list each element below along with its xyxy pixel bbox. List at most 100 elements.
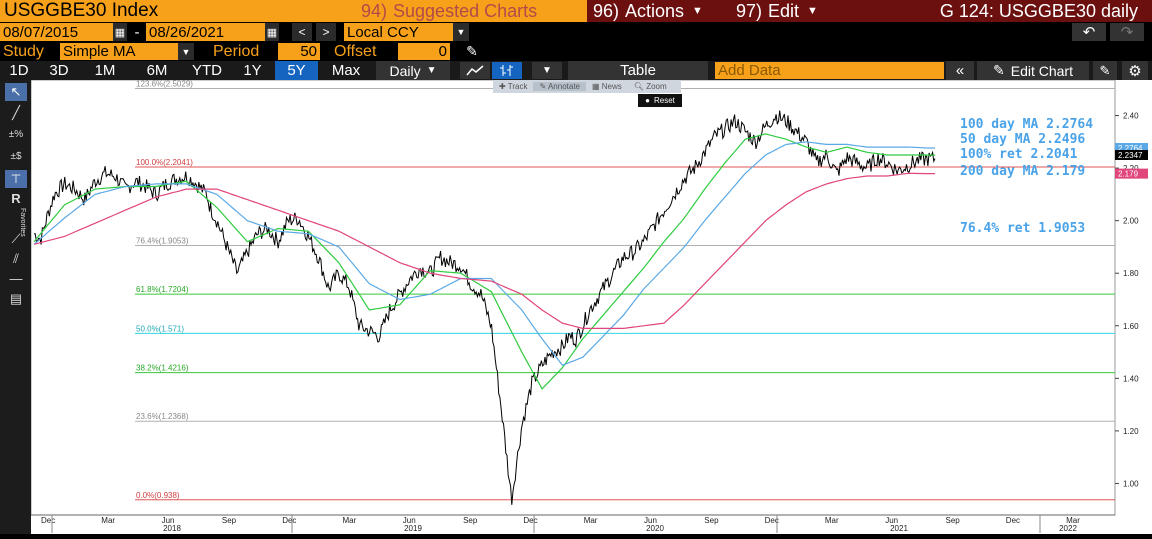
range-button-3d[interactable]: 3D <box>49 62 69 79</box>
pattern-tool-icon[interactable]: ▤ <box>9 291 23 306</box>
fib-label: 76.4%(1.9053) <box>136 237 189 246</box>
channel-tool-icon[interactable]: ⫽ <box>13 251 19 266</box>
prev-arrow-icon[interactable]: < <box>292 23 312 41</box>
horizontal-line-icon[interactable]: — <box>9 271 23 286</box>
gear-icon[interactable]: ⚙ <box>1122 61 1148 80</box>
ticker-field[interactable]: USGGBE30 Index <box>0 0 356 22</box>
undo-icon[interactable]: ↶ <box>1072 23 1106 41</box>
fib-label: 123.6%(2.5029) <box>136 80 193 88</box>
ray-tool-icon[interactable]: ⟋ <box>11 231 21 246</box>
annotation-text: 50 day MA 2.2496 <box>960 132 1085 147</box>
annotation-text: 100% ret 2.2041 <box>960 147 1078 162</box>
series-ma200 <box>33 172 935 329</box>
zoom-tab[interactable]: 🔍︎ Zoom <box>633 82 667 91</box>
actions-label: Actions <box>625 0 685 21</box>
chevron-down-icon[interactable]: ▼ <box>453 23 469 41</box>
y-tick-label: 2.00 <box>1123 217 1139 226</box>
range-button-6m[interactable]: 6M <box>146 62 168 79</box>
line-chart-icon[interactable] <box>460 62 490 79</box>
drawing-toolbar: ↖ ╱ ±% ±$ ⊤ R Favorites ⟋ ⫽ — ▤ <box>0 80 31 534</box>
edit-chart-button[interactable]: ✎ Edit Chart <box>977 61 1089 80</box>
period-input[interactable]: 50 <box>278 43 320 60</box>
fib-label: 61.8%(1.7204) <box>136 285 189 294</box>
redo-icon[interactable]: ↷ <box>1110 23 1144 41</box>
x-tick-label: Mar <box>1066 516 1080 525</box>
percent-tool-icon[interactable]: ±% <box>8 129 24 140</box>
annotate-tab[interactable]: ✎ Annotate <box>533 82 586 91</box>
table-button[interactable]: Table <box>568 61 708 80</box>
candlestick-icon[interactable] <box>492 62 522 79</box>
price-chart[interactable]: 123.6%(2.5029) 100.0%(2.2041) 76.4%(1.9053… <box>0 79 1152 534</box>
fibonacci-icon[interactable]: ⊤ <box>5 170 27 188</box>
range-button-1d[interactable]: 1D <box>9 62 29 79</box>
favorites-label: Favorites <box>19 208 26 237</box>
fib-label: 0.0%(0.938) <box>136 491 180 500</box>
y-tick-label: 2.20 <box>1123 164 1139 173</box>
annotation-text: 76.4% ret 1.9053 <box>960 221 1085 236</box>
study-select[interactable]: Simple MA <box>60 43 179 60</box>
track-label: Track <box>507 82 528 91</box>
pencil-icon[interactable]: ✎ <box>466 43 478 59</box>
x-tick-label: Mar <box>101 516 115 525</box>
x-tick-label: Mar <box>825 516 839 525</box>
x-tick-label: Sep <box>222 516 237 525</box>
annotate-icon[interactable]: ✎ <box>1093 61 1117 80</box>
cursor-icon[interactable]: ↖ <box>5 83 27 101</box>
year-label: 2021 <box>890 524 908 533</box>
chevron-down-icon: ▼ <box>692 5 703 17</box>
suggested-num: 94) <box>361 0 388 21</box>
calendar-icon[interactable]: ▦ <box>265 23 279 41</box>
annotate-label: Annotate <box>547 82 580 91</box>
x-tick-label: Dec <box>41 516 55 525</box>
chevron-down-icon[interactable]: ▼ <box>532 62 562 79</box>
dollar-tool-icon[interactable]: ±$ <box>10 151 22 162</box>
line-tool-icon[interactable]: ╱ <box>12 105 20 120</box>
next-arrow-icon[interactable]: > <box>316 23 336 41</box>
range-button-5y[interactable]: 5Y <box>275 61 318 80</box>
range-button-max[interactable]: Max <box>331 62 361 79</box>
price-tag-ma200 <box>1115 168 1148 179</box>
x-tick-label: Jun <box>403 516 416 525</box>
range-button-ytd[interactable]: YTD <box>192 62 222 79</box>
calendar-icon[interactable]: ▦ <box>113 23 127 41</box>
suggested-charts-menu[interactable]: 94) Suggested Charts <box>355 0 589 22</box>
chevron-down-icon: ▼ <box>807 5 818 17</box>
last-price-label: 2.2347 <box>1118 151 1143 160</box>
range-button-1y[interactable]: 1Y <box>243 62 262 79</box>
year-label: 2018 <box>163 524 181 533</box>
header-bar: USGGBE30 Index 94) Suggested Charts 96) … <box>0 0 1152 22</box>
year-label: 2019 <box>404 524 422 533</box>
edit-chart-label: Edit Chart <box>1010 62 1073 79</box>
period-label: Period <box>213 42 260 60</box>
collapse-icon[interactable]: « <box>946 61 974 80</box>
add-data-input[interactable]: Add Data <box>715 62 944 79</box>
frequency-select[interactable]: Daily ▼ <box>376 61 450 80</box>
suggested-label: Suggested Charts <box>393 0 538 21</box>
pencil-icon: ✎ <box>993 62 1005 78</box>
price-tag-ma100 <box>1115 143 1148 154</box>
y-tick-label: 1.40 <box>1123 374 1139 383</box>
actions-num: 96) <box>593 0 620 21</box>
end-date-input[interactable]: 08/26/2021 <box>146 23 267 41</box>
chevron-down-icon[interactable]: ▼ <box>178 43 194 60</box>
currency-select[interactable]: Local CCY <box>344 23 455 41</box>
fib-label: 100.0%(2.2041) <box>136 158 193 167</box>
x-tick-label: Sep <box>704 516 719 525</box>
actions-menu[interactable]: 96) Actions ▼ <box>587 0 733 22</box>
chart-area[interactable]: 123.6%(2.5029) 100.0%(2.2041) 76.4%(1.9053… <box>0 79 1152 534</box>
series-price <box>33 110 936 505</box>
series-ma50 <box>33 133 935 390</box>
edit-menu[interactable]: 97) Edit ▼ <box>730 0 841 22</box>
track-tab[interactable]: ✚ Track <box>499 82 528 91</box>
x-tick-label: Dec <box>523 516 537 525</box>
offset-input[interactable]: 0 <box>398 43 450 60</box>
edit-label: Edit <box>768 0 800 21</box>
reset-label: Reset <box>653 96 675 105</box>
regression-icon[interactable]: R <box>11 191 21 206</box>
reset-button[interactable]: ● Reset <box>638 94 682 107</box>
range-button-1m[interactable]: 1M <box>94 62 116 79</box>
start-date-input[interactable]: 08/07/2015 <box>0 23 115 41</box>
x-tick-label: Dec <box>1006 516 1020 525</box>
fib-label: 23.6%(1.2368) <box>136 412 189 421</box>
news-tab[interactable]: ▦ News <box>592 82 622 91</box>
